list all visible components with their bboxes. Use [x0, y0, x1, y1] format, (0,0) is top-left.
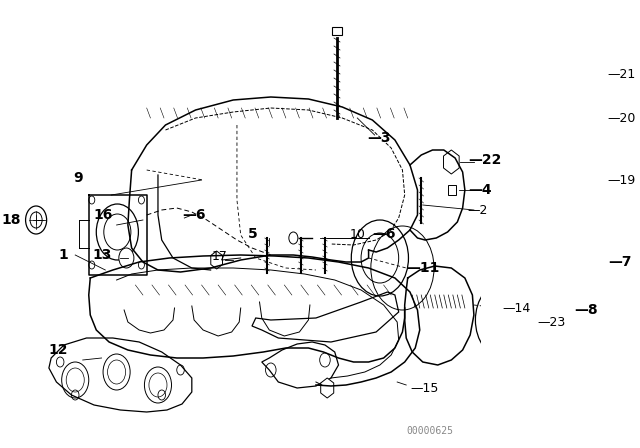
FancyBboxPatch shape: [449, 185, 456, 195]
Text: —15: —15: [410, 382, 438, 395]
Text: —19: —19: [608, 173, 636, 186]
Text: 13: 13: [92, 248, 111, 262]
Text: —3: —3: [367, 131, 390, 145]
Text: 16: 16: [93, 208, 113, 222]
Text: —23: —23: [537, 315, 565, 328]
Circle shape: [119, 248, 134, 268]
FancyBboxPatch shape: [333, 27, 342, 35]
Text: —6: —6: [182, 208, 205, 222]
Text: —14: —14: [502, 302, 531, 314]
Circle shape: [289, 232, 298, 244]
Circle shape: [564, 68, 576, 84]
Text: 17: 17: [211, 250, 227, 263]
Text: 1: 1: [58, 248, 68, 262]
Text: 12: 12: [48, 343, 68, 357]
Text: —7: —7: [608, 255, 631, 269]
Text: 00000625: 00000625: [406, 426, 453, 436]
Text: —20: —20: [608, 112, 636, 125]
Text: 9: 9: [73, 171, 83, 185]
Text: —6: —6: [372, 227, 396, 241]
Text: —8: —8: [575, 303, 598, 317]
Text: 18: 18: [1, 213, 21, 227]
Text: —2: —2: [468, 203, 488, 216]
Text: —4: —4: [468, 183, 492, 197]
Text: 5: 5: [248, 227, 257, 241]
Text: —22: —22: [468, 153, 501, 167]
Text: —21: —21: [608, 68, 636, 81]
Text: 10: 10: [349, 228, 365, 241]
Text: —11: —11: [406, 261, 440, 275]
